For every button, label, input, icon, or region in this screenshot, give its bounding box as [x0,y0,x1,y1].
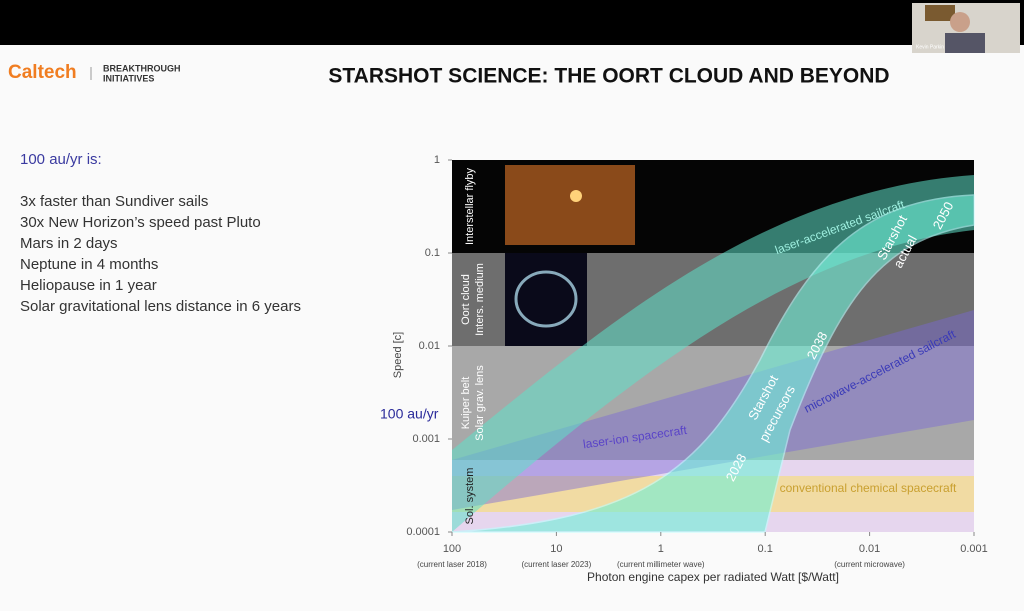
lead: 100 au/yr is: [20,151,102,168]
region-label: Interstellar flyby [464,167,476,245]
point: Solar gravitational lens distance in 6 y… [20,298,301,315]
x-tick-label: 0.1 [758,543,773,555]
video-thumb: Kevin Parkin [912,3,1020,53]
y-axis-title: Speed [c] [392,332,404,378]
x-note: (current millimeter wave) [617,560,705,569]
curve-label: conventional chemical spacecraft [780,481,957,495]
speed-marker: 100 au/yr [380,406,439,422]
point: Heliopause in 1 year [20,277,157,294]
slide-title: STARSHOT SCIENCE: THE OORT CLOUD AND BEY… [328,65,889,88]
logo: Caltech [8,62,77,83]
x-note: (current laser 2023) [521,560,591,569]
top-bar [0,0,1024,45]
x-axis-title: Photon engine capex per radiated Watt [$… [587,570,839,584]
region-label: Inters. medium [474,263,486,336]
y-tick-label: 0.01 [419,340,440,352]
partner: INITIATIVES [103,73,154,83]
x-tick-label: 100 [443,543,461,555]
y-tick-label: 1 [434,154,440,166]
y-tick-label: 0.0001 [406,526,440,538]
region-label: Sol. system [464,468,476,525]
x-tick-label: 1 [658,543,664,555]
region-label: Solar grav. lens [474,365,486,441]
participant-name: Kevin Parkin [916,44,944,50]
region-label: Oort cloud [460,274,472,325]
x-note: (current laser 2018) [417,560,487,569]
point: 3x faster than Sundiver sails [20,193,208,210]
x-note: (current microwave) [834,560,905,569]
x-tick-label: 0.001 [960,543,988,555]
x-tick-label: 10 [550,543,562,555]
y-tick-label: 0.1 [425,247,440,259]
point: 30x New Horizon’s speed past Pluto [20,214,261,231]
y-tick-label: 0.001 [412,433,440,445]
region-label: Kuiper belt [460,377,472,430]
partner: BREAKTHROUGH [103,63,181,73]
point: Mars in 2 days [20,235,118,252]
x-tick-label: 0.01 [859,543,880,555]
point: Neptune in 4 months [20,256,158,273]
plot [451,160,975,533]
